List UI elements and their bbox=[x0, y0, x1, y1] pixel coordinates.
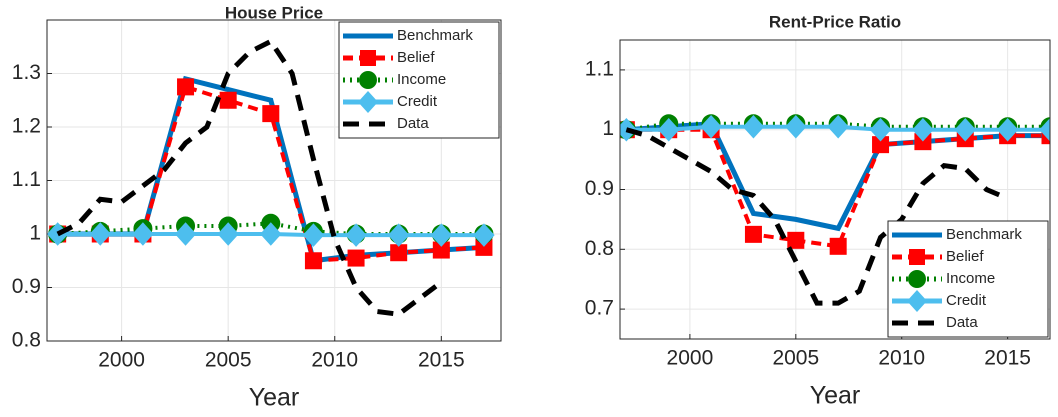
x-tick-label: 2015 bbox=[984, 347, 1031, 370]
legend-label: Data bbox=[946, 314, 978, 331]
legend-label: Credit bbox=[397, 93, 438, 110]
y-tick-label: 1.2 bbox=[12, 115, 41, 138]
y-tick-label: 0.9 bbox=[585, 177, 614, 200]
x-axis-label: Year bbox=[810, 382, 861, 410]
marker bbox=[177, 78, 195, 96]
marker bbox=[345, 223, 367, 247]
data-line bbox=[57, 221, 484, 236]
marker bbox=[785, 114, 807, 139]
legend-marker bbox=[907, 290, 927, 312]
x-tick-label: 2005 bbox=[205, 349, 252, 372]
legend-label: Belief bbox=[397, 49, 435, 66]
chart-title: House Price bbox=[225, 3, 323, 22]
marker bbox=[262, 105, 280, 123]
legend-marker bbox=[358, 91, 378, 113]
marker bbox=[132, 222, 154, 246]
legend-marker bbox=[908, 270, 926, 288]
y-tick-label: 1 bbox=[29, 222, 41, 245]
marker bbox=[996, 117, 1019, 142]
x-axis-label: Year bbox=[249, 384, 300, 412]
legend-marker bbox=[360, 50, 376, 66]
marker bbox=[954, 117, 976, 142]
axes: 0.8 0.9 1 1.1 1.2 1.3 2000 2005 2010 2015 House Pr… bbox=[12, 3, 502, 412]
y-tick-label: 1 bbox=[602, 117, 614, 140]
legend-marker bbox=[359, 71, 377, 89]
marker bbox=[742, 114, 765, 139]
chart-title: Rent-Price Ratio bbox=[769, 12, 901, 31]
legend-label: Benchmark bbox=[397, 27, 473, 44]
x-tick-label: 2000 bbox=[667, 347, 714, 370]
y-tick-label: 0.8 bbox=[585, 237, 614, 260]
y-tick-label: 0.7 bbox=[585, 297, 614, 320]
marker bbox=[430, 223, 452, 247]
marker bbox=[744, 225, 762, 243]
marker bbox=[787, 231, 805, 249]
marker bbox=[260, 222, 282, 246]
marker bbox=[912, 117, 934, 142]
marker bbox=[700, 114, 722, 139]
data-line bbox=[626, 121, 1050, 132]
marker bbox=[174, 222, 197, 246]
data-line bbox=[625, 127, 1009, 306]
marker bbox=[390, 244, 408, 262]
legend-marker bbox=[909, 249, 925, 265]
marker bbox=[473, 223, 495, 247]
axes-box bbox=[619, 39, 1051, 340]
y-tick-label: 0.8 bbox=[12, 329, 41, 352]
axes: 0.7 0.8 0.9 1 1.1 2000 2005 2010 2015 Rent-Price … bbox=[585, 12, 1051, 410]
marker bbox=[89, 222, 111, 246]
x-tick-label: 2015 bbox=[418, 349, 465, 372]
marker bbox=[347, 249, 365, 267]
marker bbox=[302, 223, 325, 247]
y-tick-label: 1.3 bbox=[12, 61, 41, 84]
legend-label: Credit bbox=[946, 292, 987, 309]
x-tick-label: 2010 bbox=[311, 349, 358, 372]
y-tick-label: 1.1 bbox=[585, 57, 614, 80]
x-tick-label: 2000 bbox=[98, 349, 145, 372]
marker bbox=[829, 237, 847, 255]
y-tick-label: 0.9 bbox=[12, 275, 41, 298]
marker bbox=[217, 222, 239, 246]
marker bbox=[658, 117, 680, 142]
legend-label: Income bbox=[397, 71, 446, 88]
legend-label: Belief bbox=[946, 248, 984, 265]
legend-label: Benchmark bbox=[946, 226, 1022, 243]
marker bbox=[827, 114, 849, 139]
y-tick-label: 1.1 bbox=[12, 168, 41, 191]
series-layer bbox=[620, 114, 1050, 306]
axes-box bbox=[46, 19, 502, 342]
x-tick-label: 2010 bbox=[878, 347, 925, 370]
marker bbox=[869, 117, 892, 142]
series-layer bbox=[47, 38, 495, 317]
legend-label: Income bbox=[946, 270, 995, 287]
marker bbox=[219, 91, 237, 109]
marker bbox=[304, 252, 322, 270]
marker bbox=[1039, 117, 1050, 142]
marker bbox=[388, 223, 410, 247]
legend-label: Data bbox=[397, 115, 429, 132]
x-tick-label: 2005 bbox=[772, 347, 819, 370]
